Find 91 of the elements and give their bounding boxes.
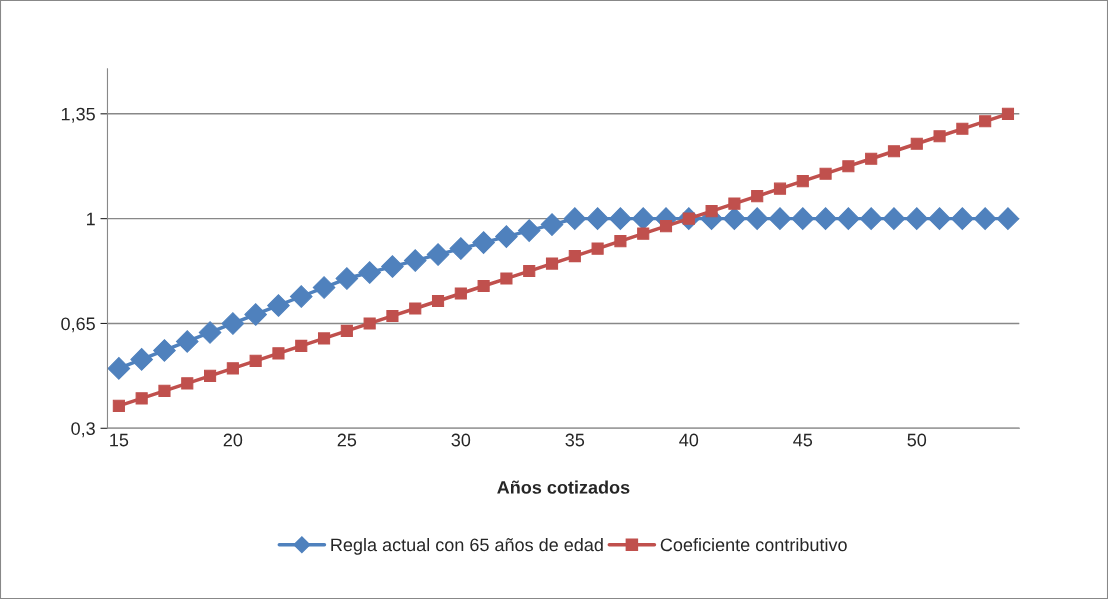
point (979, 115, 992, 128)
point (609, 207, 632, 230)
x-tick-label: 50 (907, 433, 927, 447)
point (933, 130, 946, 143)
legend-label: Coeficiente contributivo (660, 537, 847, 552)
point (728, 197, 741, 210)
point (837, 207, 860, 230)
point (175, 330, 199, 353)
point (659, 220, 673, 233)
point (403, 249, 427, 272)
point (882, 207, 906, 230)
y-tick-label: 0,65 (61, 317, 95, 333)
x-tick-label: 30 (451, 433, 471, 447)
point (910, 137, 923, 150)
point (568, 250, 581, 263)
point (905, 207, 929, 230)
point (723, 207, 746, 230)
point (363, 317, 376, 330)
legend-label: Regla actual con 65 años de edad (331, 537, 603, 555)
point (956, 122, 969, 135)
point (426, 243, 450, 266)
point (107, 357, 131, 380)
point (495, 225, 518, 248)
point (614, 235, 627, 248)
point (545, 257, 559, 270)
point (996, 207, 1020, 230)
point (135, 392, 148, 405)
point (563, 207, 587, 230)
x-tick-label: 45 (793, 433, 813, 447)
point (973, 207, 997, 230)
x-tick-label: 20 (223, 433, 243, 447)
point (842, 160, 855, 173)
point (267, 294, 290, 317)
point (295, 339, 308, 352)
point (951, 207, 974, 230)
point (203, 369, 217, 382)
point (221, 312, 245, 335)
point (1001, 107, 1015, 120)
point (317, 332, 331, 345)
point (814, 207, 837, 230)
point (523, 264, 536, 278)
point (226, 362, 239, 375)
point (381, 255, 404, 278)
point (796, 175, 809, 188)
x-axis-title: Años cotizados (497, 480, 630, 494)
point (887, 145, 901, 158)
point (865, 152, 878, 165)
point (637, 227, 650, 240)
point (791, 207, 815, 230)
point (272, 347, 285, 360)
point (477, 279, 490, 293)
point (928, 207, 951, 230)
point (153, 339, 176, 362)
point (431, 294, 445, 308)
point (517, 219, 541, 242)
x-tick-label: 35 (565, 433, 585, 447)
point (540, 213, 564, 236)
point (472, 231, 495, 254)
point (358, 261, 381, 284)
point (819, 167, 832, 180)
point (112, 399, 125, 412)
y-tick-label: 0,3 (71, 422, 95, 438)
point (859, 207, 883, 230)
point (130, 348, 153, 371)
x-tick-label: 15 (110, 433, 129, 447)
point (386, 309, 399, 323)
point (745, 207, 769, 230)
point (289, 285, 313, 308)
point (591, 242, 604, 255)
point (181, 377, 194, 390)
point (751, 190, 764, 203)
point (500, 272, 513, 285)
point (340, 324, 353, 338)
x-tick-label: 40 (679, 433, 699, 447)
point (631, 207, 655, 230)
point (586, 207, 609, 230)
point (705, 205, 718, 218)
point (768, 207, 792, 230)
point (158, 384, 171, 397)
point (198, 321, 222, 344)
point (409, 302, 422, 315)
x-tick-label: 25 (337, 433, 357, 447)
point (449, 237, 473, 260)
point (773, 182, 787, 195)
point (454, 287, 467, 300)
point (312, 276, 336, 299)
point (249, 354, 262, 367)
point (244, 303, 267, 326)
point (335, 267, 359, 290)
y-tick-label: 1,35 (61, 107, 95, 123)
y-tick-label: 1 (87, 212, 95, 226)
